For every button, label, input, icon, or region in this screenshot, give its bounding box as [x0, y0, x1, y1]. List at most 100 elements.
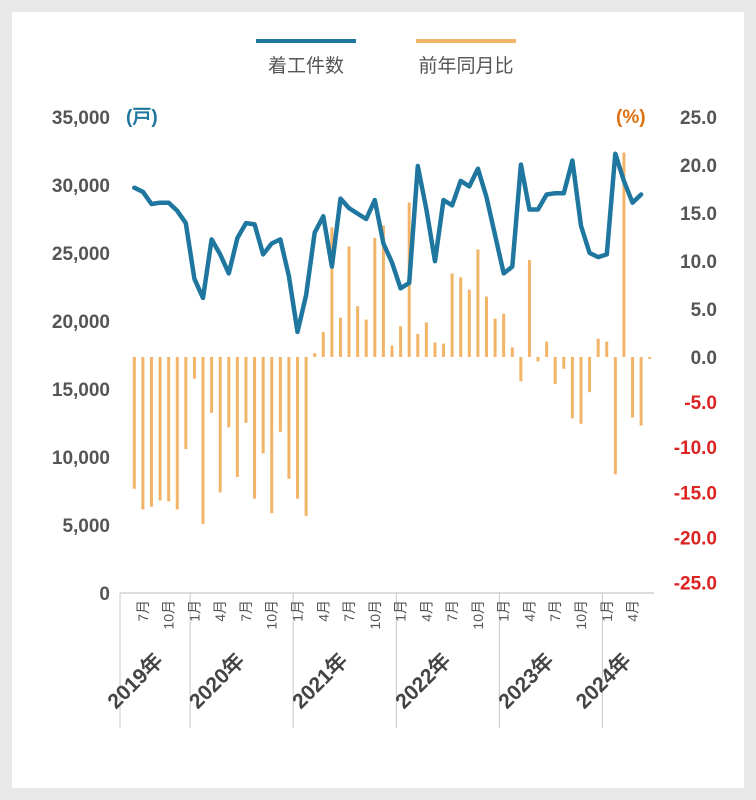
left-tick-label: 0	[99, 584, 110, 605]
yoy-bar	[493, 318, 497, 357]
yoy-bar	[321, 332, 325, 357]
yoy-bar	[270, 357, 274, 514]
right-tick-label: 10.0	[680, 252, 717, 273]
year-label: 2019年	[103, 649, 168, 714]
yoy-bar	[527, 260, 531, 357]
yoy-bar	[132, 357, 136, 489]
yoy-bar	[588, 357, 592, 393]
yoy-bar	[467, 289, 471, 357]
yoy-bar	[433, 342, 437, 357]
right-tick-label: 15.0	[680, 204, 717, 225]
year-label: 2020年	[184, 649, 249, 714]
yoy-bar	[141, 357, 145, 510]
legend-label-2: 前年同月比	[418, 55, 513, 77]
yoy-bar	[648, 357, 652, 359]
yoy-bar	[484, 296, 488, 357]
housing-starts-line	[132, 151, 644, 335]
year-label: 2022年	[391, 649, 456, 714]
yoy-bar	[287, 357, 291, 479]
yoy-bar	[330, 227, 334, 357]
right-tick-label: 20.0	[680, 156, 717, 177]
month-tick-label: 7月	[135, 600, 151, 622]
left-tick-label: 20,000	[52, 312, 110, 333]
yoy-bar	[296, 357, 300, 499]
yoy-bar	[459, 277, 463, 357]
right-tick-label: 25.0	[680, 108, 717, 129]
yoy-bar	[399, 326, 403, 357]
yoy-bar	[519, 357, 523, 382]
year-label: 2023年	[494, 649, 559, 714]
month-tick-label: 4月	[625, 600, 641, 622]
yoy-bar	[510, 347, 514, 357]
yoy-bar	[227, 357, 231, 428]
yoy-bar	[631, 357, 635, 418]
legend-label-1: 着工件数	[268, 55, 344, 77]
yoy-bar	[424, 322, 428, 357]
yoy-bar	[218, 357, 222, 493]
right-tick-label: -5.0	[684, 393, 717, 414]
yoy-bar	[570, 357, 574, 419]
month-tick-label: 1月	[290, 600, 306, 622]
yoy-bar	[622, 152, 626, 357]
month-tick-label: 7月	[238, 600, 254, 622]
year-label: 2024年	[571, 649, 636, 714]
yoy-bar	[192, 357, 196, 379]
yoy-bar	[235, 357, 239, 478]
combo-chart: 着工件数 前年同月比 (戸) (%) 0 5,000 10,000 15,000 20,000 2…	[52, 39, 717, 728]
left-tick-label: 5,000	[62, 516, 110, 537]
month-tick-label: 1月	[496, 600, 512, 622]
left-tick-label: 25,000	[52, 244, 110, 265]
yoy-bar	[304, 357, 308, 516]
yoy-bar	[347, 246, 351, 357]
yoy-bar	[278, 357, 282, 432]
yoy-bar	[210, 357, 214, 413]
month-tick-label: 4月	[418, 600, 434, 622]
yoy-bar	[416, 333, 420, 357]
yoy-bar	[536, 357, 540, 362]
left-tick-label: 30,000	[52, 176, 110, 197]
right-tick-label: 5.0	[691, 300, 717, 321]
month-tick-label: 10月	[161, 600, 177, 630]
yoy-bar	[313, 353, 317, 357]
yoy-bar	[579, 357, 583, 424]
right-tick-label: -15.0	[674, 483, 717, 504]
month-tick-label: 10月	[367, 600, 383, 630]
yoy-bar	[450, 273, 454, 357]
yoy-bar	[261, 357, 265, 454]
month-tick-label: 4月	[521, 600, 537, 622]
left-tick-label: 15,000	[52, 380, 110, 401]
yoy-bar	[545, 341, 549, 357]
yoy-bar	[553, 357, 557, 385]
yoy-bar	[253, 357, 257, 499]
yoy-bar	[596, 338, 600, 357]
month-tick-label: 10月	[470, 600, 486, 630]
yoy-bar	[502, 313, 506, 357]
right-tick-label: -20.0	[674, 528, 717, 549]
yoy-bar	[201, 357, 205, 524]
yoy-bar	[175, 357, 179, 510]
yoy-bar	[244, 357, 248, 423]
month-tick-label: 7月	[341, 600, 357, 622]
month-tick-label: 4月	[212, 600, 228, 622]
yoy-bar	[613, 357, 617, 475]
left-tick-label: 10,000	[52, 448, 110, 469]
yoy-bar	[605, 341, 609, 357]
month-tick-label: 7月	[444, 600, 460, 622]
yoy-bar	[149, 357, 153, 507]
month-tick-label: 10月	[264, 600, 280, 630]
left-tick-label: 35,000	[52, 108, 110, 129]
yoy-bar	[364, 319, 368, 357]
month-tick-label: 7月	[547, 600, 563, 622]
yoy-bar	[381, 225, 385, 357]
right-tick-label: -10.0	[674, 438, 717, 459]
month-tick-label: 1月	[393, 600, 409, 622]
yoy-bar	[184, 357, 188, 450]
month-tick-label: 4月	[315, 600, 331, 622]
yoy-bar	[562, 357, 566, 369]
yoy-bar	[158, 357, 162, 501]
yoy-bar	[639, 357, 643, 426]
chart-panel: 着工件数 前年同月比 (戸) (%) 0 5,000 10,000 15,000 20,000 2…	[12, 12, 744, 788]
month-tick-label: 10月	[573, 600, 589, 630]
right-tick-label: -25.0	[674, 574, 717, 595]
yoy-bar	[356, 306, 360, 357]
